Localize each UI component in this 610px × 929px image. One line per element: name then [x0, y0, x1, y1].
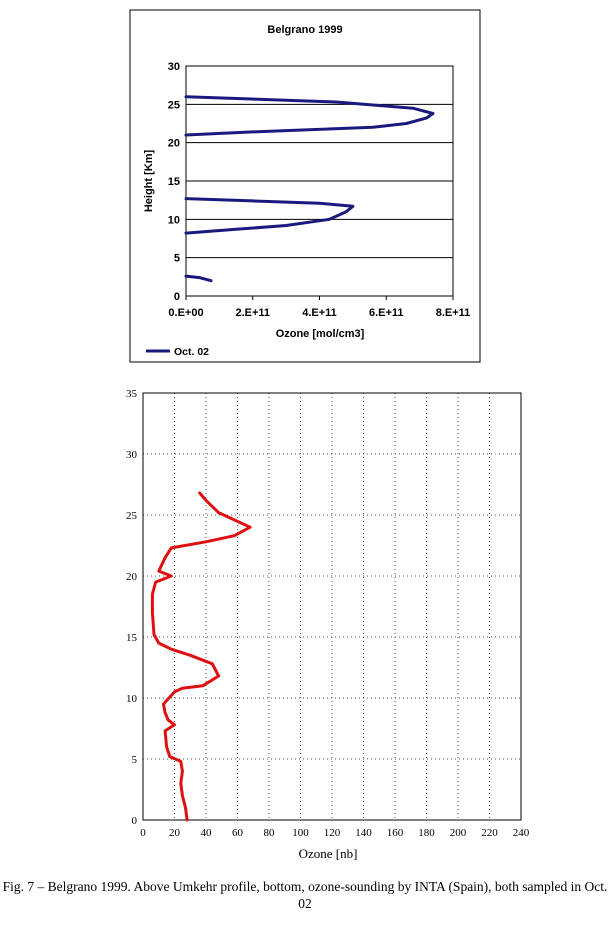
umkehr-chart-title: Belgrano 1999 — [267, 24, 342, 36]
umkehr-y-tick-label: 25 — [168, 99, 180, 111]
ozonesonde-x-tick-label: 220 — [481, 827, 498, 839]
umkehr-x-tick-label: 0.E+00 — [168, 307, 203, 319]
umkehr-y-tick-label: 0 — [174, 291, 180, 303]
ozonesonde-x-tick-label: 0 — [140, 827, 146, 839]
ozonesonde-y-tick-label: 30 — [126, 449, 138, 461]
ozonesonde-y-tick-label: 5 — [132, 754, 138, 766]
ozonesonde-y-tick-label: 10 — [126, 693, 138, 705]
figure-caption: Fig. 7 – Belgrano 1999. Above Umkehr pro… — [2, 879, 608, 911]
umkehr-y-tick-label: 15 — [168, 176, 180, 188]
umkehr-x-tick-label: 4.E+11 — [302, 307, 337, 319]
ozonesonde-x-tick-label: 240 — [513, 827, 530, 839]
ozonesonde-y-tick-label: 15 — [126, 632, 138, 644]
umkehr-y-tick-label: 5 — [174, 253, 180, 265]
ozonesonde-profile-line — [150, 491, 252, 822]
umkehr-y-tick-labels: 0 5 10 15 20 25 30 — [168, 61, 180, 303]
umkehr-legend: Oct. 02 — [146, 346, 209, 358]
umkehr-chart: Belgrano 1999 0 5 10 15 20 25 30 0.E+00 2.E+11 4… — [129, 9, 481, 363]
umkehr-series-segment — [184, 95, 435, 137]
ozonesonde-x-tick-label: 40 — [201, 827, 213, 839]
ozonesonde-x-tick-label: 20 — [169, 827, 181, 839]
ozonesonde-x-tick-label: 60 — [232, 827, 244, 839]
umkehr-x-tick-label: 6.E+11 — [369, 307, 404, 319]
umkehr-y-tick-label: 10 — [168, 214, 180, 226]
ozonesonde-x-tick-label: 80 — [264, 827, 276, 839]
ozonesonde-y-tick-label: 0 — [132, 815, 138, 827]
ozonesonde-y-tick-labels: 0 5 10 15 20 25 30 35 — [126, 388, 138, 827]
umkehr-x-tick-label: 8.E+11 — [436, 307, 471, 319]
ozonesonde-y-tick-label: 35 — [126, 388, 138, 400]
ozonesonde-x-tick-label: 180 — [418, 827, 435, 839]
ozonesonde-series-line — [150, 491, 252, 822]
ozonesonde-x-tick-label: 200 — [450, 827, 467, 839]
umkehr-legend-label: Oct. 02 — [174, 346, 209, 358]
umkehr-series-segment — [184, 274, 213, 283]
ozonesonde-chart: 0 5 10 15 20 25 30 35 0 20 40 60 80 100 120 140 160 180 2… — [126, 388, 530, 861]
ozonesonde-x-tick-labels: 0 20 40 60 80 100 120 140 160 180 200 220 240 — [140, 827, 530, 839]
umkehr-x-tick-label: 2.E+11 — [235, 307, 270, 319]
ozonesonde-x-axis-label: Ozone [nb] — [299, 846, 358, 861]
umkehr-series-segment — [184, 197, 355, 235]
ozonesonde-x-tick-label: 100 — [292, 827, 309, 839]
ozonesonde-x-tick-label: 160 — [387, 827, 404, 839]
umkehr-x-axis-label: Ozone [mol/cm3] — [276, 328, 365, 340]
umkehr-y-tick-label: 30 — [168, 61, 180, 73]
umkehr-chart-frame — [129, 9, 481, 363]
ozonesonde-gridlines — [143, 393, 521, 820]
ozonesonde-plot-area — [142, 392, 522, 821]
ozonesonde-y-tick-label: 25 — [126, 510, 138, 522]
umkehr-series-lines — [184, 95, 435, 283]
ozonesonde-y-tick-label: 20 — [126, 571, 138, 583]
umkehr-x-tick-labels: 0.E+00 2.E+11 4.E+11 6.E+11 8.E+11 — [168, 296, 470, 319]
umkehr-y-axis-label: Height [Km] — [143, 150, 155, 213]
umkehr-y-tick-label: 20 — [168, 138, 180, 150]
ozonesonde-x-tick-label: 120 — [324, 827, 341, 839]
ozonesonde-x-tick-label: 140 — [355, 827, 372, 839]
